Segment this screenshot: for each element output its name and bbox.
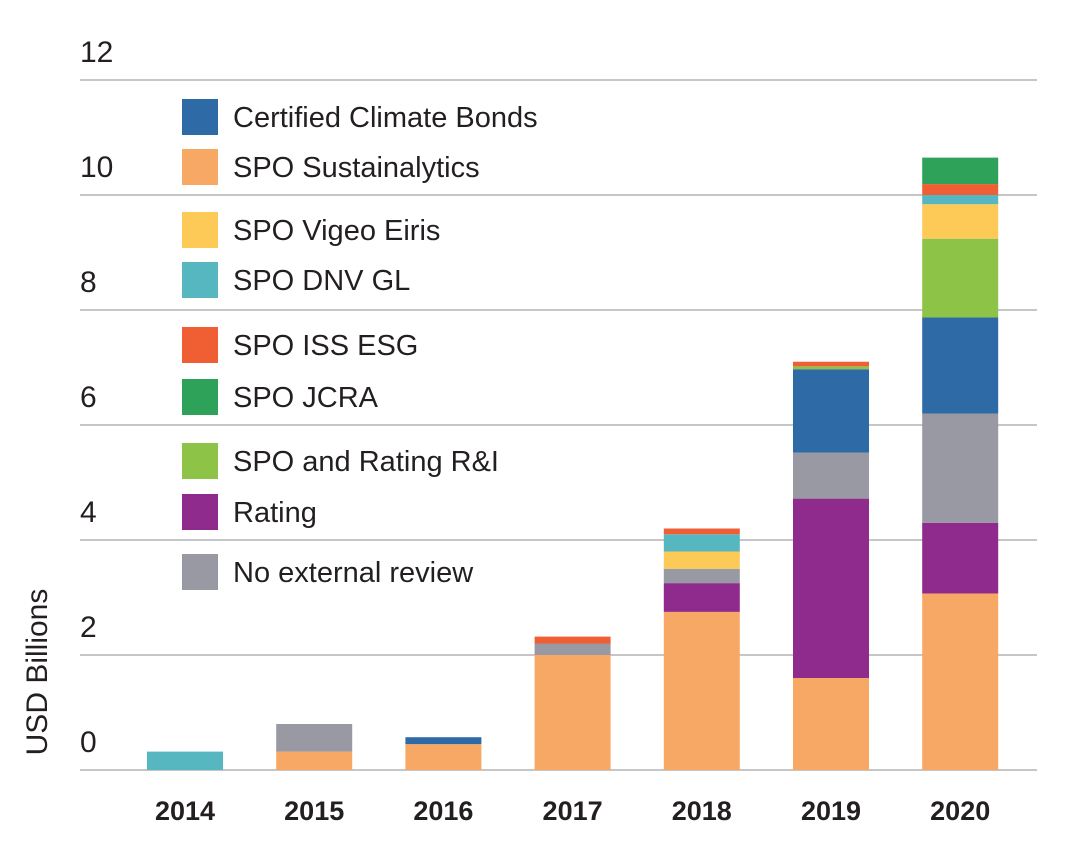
bar-segment-2018-spo-dnv-gl xyxy=(663,534,740,552)
x-category-labels: 2014 2015 2016 2017 2018 2019 2020 xyxy=(155,796,990,826)
bar-segment-2016-spo-sustainalytics xyxy=(405,744,482,770)
bar-segment-2017-no-external-review xyxy=(534,643,611,655)
bar-segment-2019-spo-iss-esg xyxy=(793,361,869,367)
legend-item: No external review xyxy=(182,554,474,590)
x-category-label: 2017 xyxy=(543,796,603,826)
bar-segment-2019-spo-sustainalytics xyxy=(793,678,869,770)
legend-label: SPO and Rating R&I xyxy=(233,446,499,478)
bar-segment-2020-rating xyxy=(922,522,999,594)
legend-label: SPO JCRA xyxy=(233,382,379,414)
legend-label: SPO DNV GL xyxy=(233,265,410,297)
legend-item: SPO ISS ESG xyxy=(182,327,418,363)
gridlines xyxy=(80,79,1037,771)
legend-item: SPO DNV GL xyxy=(182,262,410,298)
legend-swatch xyxy=(182,149,218,185)
bar-segment-2020-certified-climate-bonds xyxy=(922,317,999,414)
bar-segment-2015-no-external-review xyxy=(276,724,353,752)
y-tick-label: 2 xyxy=(80,611,97,644)
x-category-label: 2016 xyxy=(413,796,473,826)
x-category-label: 2019 xyxy=(801,796,861,826)
bar-segment-2020-spo-sustainalytics xyxy=(922,593,999,770)
bar-segment-2018-spo-sustainalytics xyxy=(663,611,740,770)
bar-segment-2018-spo-vigeo-eiris xyxy=(663,551,740,569)
legend-label: SPO ISS ESG xyxy=(233,330,418,362)
x-category-label: 2015 xyxy=(284,796,344,826)
legend-item: SPO and Rating R&I xyxy=(182,443,499,479)
bar-segment-2019-spo-and-rating-r-i xyxy=(793,366,869,370)
bar-segment-2015-spo-sustainalytics xyxy=(276,751,353,770)
bar-segment-2020-spo-vigeo-eiris xyxy=(922,204,999,239)
bar-segment-2020-spo-iss-esg xyxy=(922,184,999,195)
y-tick-label: 10 xyxy=(80,151,113,184)
bar-segment-2020-spo-dnv-gl xyxy=(922,195,999,205)
y-tick-label: 8 xyxy=(80,266,97,299)
legend-item: SPO JCRA xyxy=(182,379,379,415)
bar-segment-2018-no-external-review xyxy=(663,568,740,584)
bar-segment-2019-certified-climate-bonds xyxy=(793,369,869,453)
y-axis-title: USD Billions xyxy=(21,589,54,756)
y-tick-label: 12 xyxy=(80,36,113,69)
legend-item: Certified Climate Bonds xyxy=(182,99,538,135)
legend-label: No external review xyxy=(233,557,474,589)
bar-segment-2017-spo-sustainalytics xyxy=(534,655,611,770)
x-category-label: 2014 xyxy=(155,796,215,826)
bar-segment-2016-certified-climate-bonds xyxy=(405,737,482,745)
bar-segment-2020-no-external-review xyxy=(922,413,999,523)
y-tick-label: 6 xyxy=(80,381,97,414)
legend: Certified Climate Bonds SPO Sustainalytic… xyxy=(182,99,538,590)
y-tick-labels: 0 2 4 6 8 10 12 xyxy=(80,36,113,759)
bar-segment-2019-rating xyxy=(793,498,869,678)
legend-swatch xyxy=(182,443,218,479)
bar-segment-2017-spo-iss-esg xyxy=(534,636,611,644)
legend-swatch xyxy=(182,99,218,135)
legend-swatch xyxy=(182,212,218,248)
legend-item: SPO Sustainalytics xyxy=(182,149,480,185)
bar-segment-2014-spo-dnv-gl xyxy=(147,751,223,770)
bar-segment-2020-spo-jcra xyxy=(922,157,999,185)
bar-segment-2018-rating xyxy=(663,583,740,612)
legend-item: Rating xyxy=(182,494,317,530)
legend-label: SPO Sustainalytics xyxy=(233,152,480,184)
bar-segment-2019-no-external-review xyxy=(793,452,869,499)
x-category-label: 2020 xyxy=(930,796,990,826)
x-category-label: 2018 xyxy=(672,796,732,826)
legend-label: SPO Vigeo Eiris xyxy=(233,215,440,247)
legend-swatch xyxy=(182,262,218,298)
legend-swatch xyxy=(182,554,218,590)
legend-swatch xyxy=(182,379,218,415)
legend-swatch xyxy=(182,327,218,363)
legend-label: Certified Climate Bonds xyxy=(233,102,538,134)
bar-segment-2020-spo-and-rating-r-i xyxy=(922,238,999,318)
legend-item: SPO Vigeo Eiris xyxy=(182,212,440,248)
bars xyxy=(147,157,999,770)
legend-swatch xyxy=(182,494,218,530)
legend-label: Rating xyxy=(233,497,317,529)
bar-segment-2018-spo-iss-esg xyxy=(663,528,740,535)
y-tick-label: 4 xyxy=(80,496,97,529)
y-tick-label: 0 xyxy=(80,726,97,759)
